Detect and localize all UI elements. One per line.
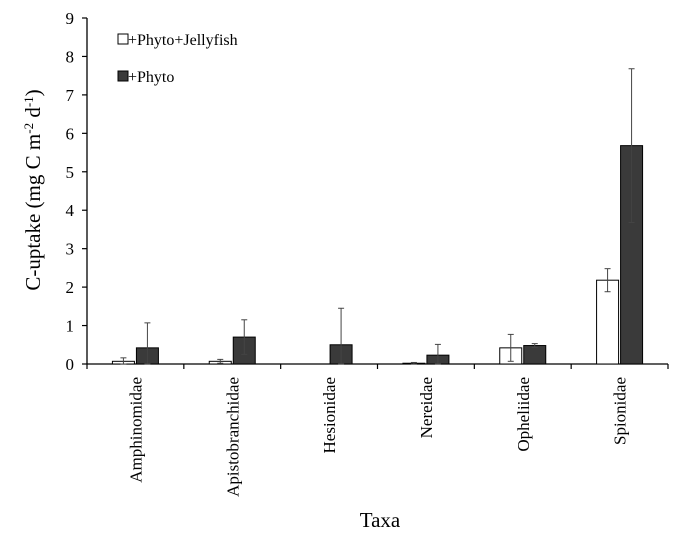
category-label: Spionidae (611, 377, 630, 445)
category-label: Apistobranchidae (223, 377, 242, 497)
legend-label-phyto: +Phyto (128, 69, 174, 86)
y-tick-label: 8 (66, 47, 75, 66)
y-tick-label: 0 (66, 355, 75, 374)
category-label: Nereidae (417, 377, 436, 438)
category-labels: Amphinomidae Apistobranchidae Hesionidae Ne… (126, 377, 629, 497)
y-tick-label: 5 (66, 163, 75, 182)
y-ticks: 0 1 2 3 4 5 6 7 8 9 (66, 9, 87, 374)
x-ticks (86, 364, 669, 369)
legend-swatch-phyto-jellyfish (117, 33, 129, 45)
y-tick-label: 4 (66, 201, 75, 220)
category-label: Amphinomidae (126, 377, 145, 483)
y-tick-label: 9 (66, 9, 75, 28)
y-axis-title-mid: d (21, 107, 45, 123)
bar-phyto-jellyfish (596, 279, 620, 365)
category-label: Opheliidae (514, 377, 533, 452)
y-axis-title-sup2: -1 (21, 96, 36, 107)
legend: +Phyto+Jellyfish +Phyto (117, 32, 238, 86)
y-tick-label: 6 (66, 124, 75, 143)
y-tick-label: 7 (66, 86, 75, 105)
y-axis-title-main: C-uptake (mg C m (21, 134, 45, 291)
y-tick-label: 2 (66, 278, 75, 297)
bars (111, 145, 644, 365)
category-label: Hesionidae (320, 377, 339, 453)
y-axis-title-end: ) (21, 89, 45, 96)
x-axis-title: Taxa (360, 508, 401, 532)
legend-swatch-phyto (117, 70, 129, 82)
y-axis-title: C-uptake (mg C m-2 d-1) (21, 89, 46, 290)
legend-label-phyto-jellyfish: +Phyto+Jellyfish (128, 32, 238, 49)
bar-phyto (523, 345, 547, 365)
y-tick-label: 1 (66, 317, 75, 336)
error-bars (120, 68, 635, 365)
y-tick-label: 3 (66, 240, 75, 259)
y-axis-title-sup1: -2 (21, 123, 36, 134)
